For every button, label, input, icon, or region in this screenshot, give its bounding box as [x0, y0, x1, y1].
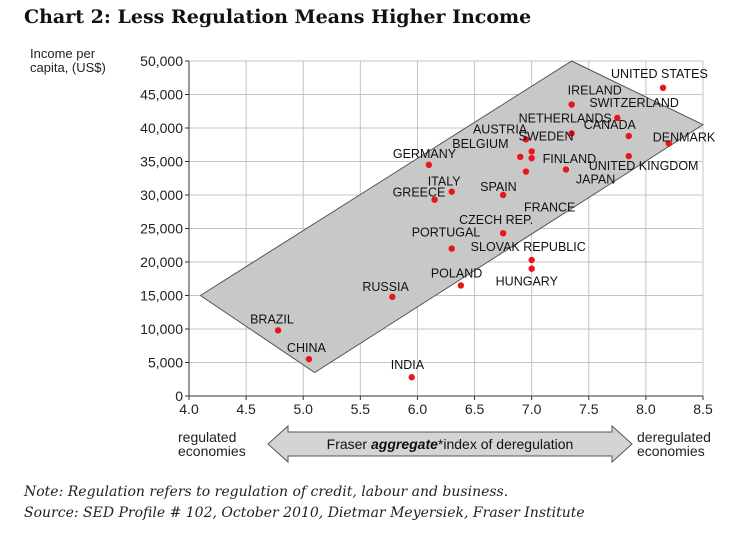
point-label: NETHERLANDS: [519, 111, 612, 125]
x-tick-label: 6.0: [408, 401, 428, 417]
x-tick-label: 5.0: [293, 401, 313, 417]
data-point: [499, 191, 507, 199]
data-point: [522, 136, 530, 143]
y-tick-label: 5,000: [148, 355, 183, 371]
x-tick-label: 8.0: [636, 401, 656, 417]
point-label: GREECE: [393, 186, 446, 200]
data-point: [528, 148, 535, 155]
point-label: SWITZERLAND: [589, 96, 679, 110]
point-label: GERMANY: [393, 147, 457, 161]
source-text: Source: SED Profile # 102, October 2010,…: [24, 505, 585, 521]
data-point: [568, 130, 575, 137]
point-label: FINLAND: [543, 152, 596, 166]
point-label: BELGIUM: [452, 137, 508, 151]
point-label: SLOVAK REPUBLIC: [471, 240, 586, 254]
point-label: INDIA: [391, 358, 425, 372]
data-point: [568, 101, 575, 108]
data-point: [665, 140, 672, 147]
point-label: IRELAND: [568, 84, 622, 98]
point-label: POLAND: [431, 266, 482, 280]
point-label: BRAZIL: [250, 312, 294, 326]
y-tick-label: 15,000: [140, 288, 183, 304]
y-tick-label: 45,000: [140, 87, 183, 103]
note-text: Note: Regulation refers to regulation of…: [24, 484, 509, 500]
chart-title: Chart 2: Less Regulation Means Higher In…: [24, 6, 532, 28]
x-tick-label: 6.5: [465, 401, 485, 417]
point-label: CHINA: [287, 341, 327, 355]
arrow-right-label: deregulated: [637, 429, 711, 445]
data-point: [614, 114, 621, 122]
y-tick-label: 35,000: [140, 154, 183, 170]
data-point: [448, 245, 455, 252]
data-point: [431, 196, 438, 203]
point-label: JAPAN: [576, 173, 615, 187]
data-point: [528, 154, 535, 162]
data-point: [457, 282, 465, 289]
x-tick-label: 4.5: [236, 401, 256, 417]
data-point: [274, 327, 282, 334]
point-label: UNITED STATES: [611, 67, 708, 81]
double-arrow-shape: [267, 424, 633, 464]
y-tick-label: 25,000: [140, 221, 183, 237]
x-tick-label: 7.5: [579, 401, 599, 417]
point-label: RUSSIA: [362, 280, 409, 294]
data-point: [528, 256, 535, 264]
data-point: [517, 153, 524, 161]
y-tick-label: 0: [175, 388, 183, 404]
x-tick-label: 7.0: [522, 401, 542, 417]
point-label: SPAIN: [480, 180, 517, 194]
data-point: [522, 168, 530, 175]
point-label: FRANCE: [524, 201, 575, 215]
point-label: PORTUGAL: [412, 226, 481, 240]
y-tick-label: 50,000: [140, 53, 183, 69]
y-tick-label: 20,000: [140, 254, 183, 270]
arrow-center-label: Fraser aggregate*index of deregulation: [327, 436, 574, 452]
data-point: [499, 229, 507, 237]
y-axis-title: capita, (US$): [30, 60, 106, 75]
data-point: [448, 188, 455, 195]
arrow-left-label: regulated: [178, 429, 236, 445]
y-tick-label: 40,000: [140, 120, 183, 136]
x-tick-label: 5.5: [351, 401, 371, 417]
y-tick-label: 30,000: [140, 187, 183, 203]
point-label: CZECH REP.: [459, 213, 533, 227]
x-tick-label: 8.5: [693, 401, 713, 417]
data-point: [408, 374, 415, 381]
point-label: HUNGARY: [496, 275, 559, 289]
data-point: [625, 152, 632, 160]
axes: 0 5,000 10,000 15,000 20,000 25,000 30,000 35,0…: [30, 46, 713, 417]
point-label: UNITED KINGDOM: [589, 159, 699, 173]
arrow-left-label: economies: [178, 443, 246, 459]
data-point: [425, 161, 433, 169]
y-tick-label: 10,000: [140, 321, 183, 337]
data-point: [305, 355, 313, 363]
y-axis-title: Income per: [30, 46, 96, 61]
data-point: [389, 293, 396, 301]
data-point: [659, 84, 667, 92]
point-label: CANADA: [584, 118, 637, 132]
x-tick-label: 4.0: [179, 401, 199, 417]
data-point: [625, 132, 632, 140]
point-label: DENMARK: [653, 130, 716, 144]
data-points: UNITED STATES IRELANDSWITZERLANDNETHERLAN…: [250, 67, 716, 381]
regression-band: [199, 60, 705, 374]
arrow-right-label: economies: [637, 443, 705, 459]
point-label: ITALY: [428, 175, 462, 189]
deregulation-arrow: Fraser aggregate*index of deregulation re…: [178, 424, 711, 464]
point-label: AUSTRIA: [473, 122, 528, 136]
data-point: [528, 265, 535, 272]
point-label: SWEDEN: [519, 129, 574, 143]
data-point: [562, 166, 570, 173]
